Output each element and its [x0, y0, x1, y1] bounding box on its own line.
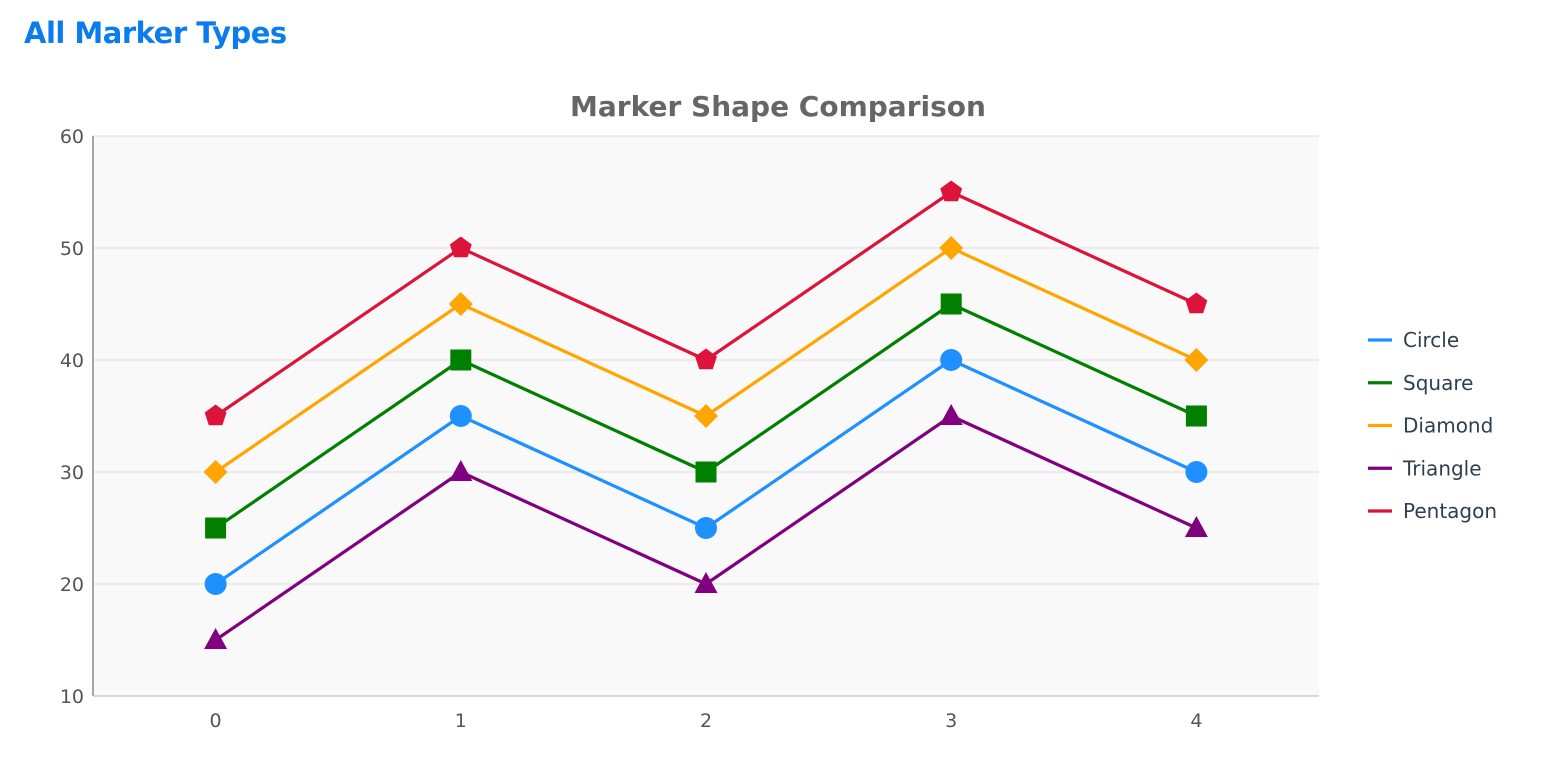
y-tick-label: 40 — [60, 350, 84, 372]
x-tick-label: 2 — [700, 710, 712, 732]
x-tick-label: 0 — [210, 710, 222, 732]
data-point-pentagon — [204, 404, 227, 426]
chart-title: Marker Shape Comparison — [570, 90, 986, 123]
data-point-circle — [204, 573, 227, 595]
data-point-triangle — [939, 404, 963, 425]
data-point-square — [205, 517, 227, 539]
y-tick-label: 30 — [60, 462, 84, 484]
data-point-pentagon — [449, 236, 472, 258]
data-point-triangle — [204, 628, 228, 649]
y-tick-label: 60 — [60, 126, 84, 148]
plot-area: 10 20 30 40 50 60 0 1 2 3 4 — [60, 126, 1319, 732]
data-point-circle — [449, 405, 472, 427]
data-point-square — [940, 293, 962, 315]
data-point-diamond — [694, 404, 718, 428]
x-tick-label: 1 — [455, 710, 467, 732]
data-point-circle — [695, 517, 717, 539]
data-point-pentagon — [940, 180, 963, 202]
y-tick-label: 20 — [60, 574, 84, 596]
y-tick-label: 10 — [60, 686, 84, 708]
legend-label-diamond: Diamond — [1403, 414, 1493, 438]
legend-label-pentagon: Pentagon — [1403, 499, 1497, 523]
data-point-square — [695, 461, 717, 483]
data-point-triangle — [1184, 516, 1208, 537]
data-point-circle — [1185, 461, 1208, 483]
data-point-pentagon — [695, 348, 717, 370]
x-tick-label: 4 — [1190, 710, 1202, 732]
data-point-square — [1185, 405, 1207, 427]
data-point-triangle — [694, 572, 718, 593]
data-point-square — [450, 349, 472, 371]
data-point-diamond — [939, 236, 964, 260]
x-tick-label: 3 — [945, 710, 957, 732]
data-point-triangle — [449, 460, 473, 481]
legend-label-circle: Circle — [1403, 328, 1459, 352]
data-point-diamond — [1184, 348, 1209, 372]
data-point-diamond — [448, 292, 473, 316]
page-heading: All Marker Types — [24, 16, 287, 50]
legend: Circle Square Diamond Triangle Pentagon — [1368, 328, 1497, 523]
data-point-circle — [940, 349, 963, 371]
y-tick-label: 50 — [60, 238, 84, 260]
legend-label-square: Square — [1403, 371, 1473, 395]
data-point-pentagon — [1185, 292, 1208, 314]
legend-label-triangle: Triangle — [1402, 456, 1482, 480]
data-point-diamond — [203, 460, 228, 484]
